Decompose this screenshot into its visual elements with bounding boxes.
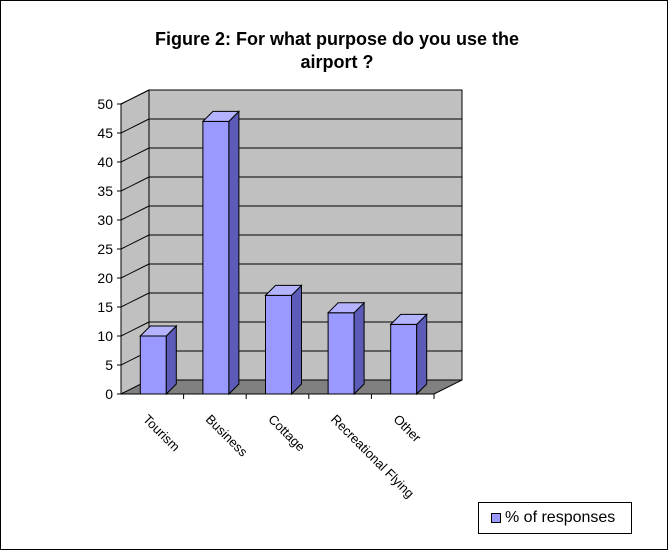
gridline-side xyxy=(120,147,150,163)
y-tick-label: 10 xyxy=(97,328,113,344)
bar xyxy=(390,323,418,395)
gridline-side xyxy=(120,234,150,250)
bar-top xyxy=(201,110,241,122)
legend: % of responses xyxy=(478,502,632,534)
chart-title-line-1: Figure 2: For what purpose do you use th… xyxy=(155,29,519,49)
bar xyxy=(202,120,230,395)
category-label: Other xyxy=(391,412,425,446)
gridline-side xyxy=(120,205,150,221)
bar-side xyxy=(291,284,302,396)
y-tick-label: 0 xyxy=(105,386,113,402)
bar-side xyxy=(165,324,177,396)
legend-label: % of responses xyxy=(505,509,616,526)
bar-top xyxy=(326,302,366,314)
bar-side xyxy=(228,110,240,396)
gridline-side xyxy=(120,89,150,105)
y-tick-label: 35 xyxy=(97,183,113,199)
y-tick-label: 30 xyxy=(97,212,113,228)
y-tick-label: 5 xyxy=(105,357,113,373)
bar-top xyxy=(139,325,178,337)
y-tick-label: 20 xyxy=(97,270,113,286)
bar-side xyxy=(353,301,365,396)
y-tick-label: 40 xyxy=(97,154,113,170)
bar xyxy=(327,312,355,395)
category-label: Cottage xyxy=(265,412,308,455)
gridline-side xyxy=(120,118,150,134)
gridline-side xyxy=(120,292,150,308)
gridline-side xyxy=(120,321,150,337)
y-tick-label: 15 xyxy=(97,299,113,315)
category-label: Business xyxy=(203,412,251,460)
bar xyxy=(265,294,292,395)
legend-swatch xyxy=(491,513,501,523)
chart-title-line-2: airport ? xyxy=(300,52,373,72)
bar xyxy=(139,335,167,395)
gridline-side xyxy=(120,263,150,279)
gridline-side xyxy=(120,176,150,192)
category-label: Tourism xyxy=(140,412,183,455)
bar-side xyxy=(416,313,428,396)
bar-top xyxy=(264,284,303,296)
bar-top xyxy=(389,313,428,325)
y-tick-label: 50 xyxy=(97,96,113,112)
y-tick-label: 25 xyxy=(97,241,113,257)
y-tick-label: 45 xyxy=(97,125,113,141)
